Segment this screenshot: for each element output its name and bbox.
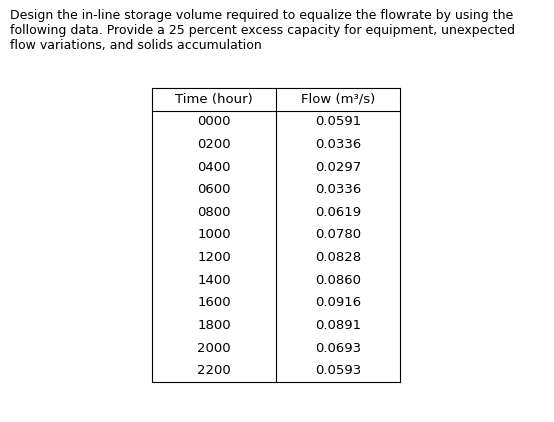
Text: 0.0591: 0.0591 <box>315 116 361 128</box>
Text: 0600: 0600 <box>197 183 231 196</box>
Text: Design the in-line storage volume required to equalize the flowrate by using the: Design the in-line storage volume requir… <box>10 9 515 52</box>
Text: 1000: 1000 <box>197 228 231 241</box>
Text: 0.0593: 0.0593 <box>315 364 361 377</box>
Text: 0.0828: 0.0828 <box>315 251 361 264</box>
Text: 0000: 0000 <box>197 116 231 128</box>
Text: 0.0693: 0.0693 <box>315 341 361 354</box>
Text: 0.0336: 0.0336 <box>315 183 361 196</box>
Text: 1400: 1400 <box>197 274 231 287</box>
Text: 0800: 0800 <box>197 206 231 219</box>
Text: 0.0916: 0.0916 <box>315 296 361 309</box>
Text: 0.0297: 0.0297 <box>315 161 361 174</box>
Text: Time (hour): Time (hour) <box>175 93 253 106</box>
Text: 2200: 2200 <box>197 364 231 377</box>
Text: 0200: 0200 <box>197 138 231 151</box>
Text: 1200: 1200 <box>197 251 231 264</box>
Text: 0400: 0400 <box>197 161 231 174</box>
Text: 1600: 1600 <box>197 296 231 309</box>
Text: Flow (m³/s): Flow (m³/s) <box>301 93 375 106</box>
Text: 0.0891: 0.0891 <box>315 319 361 332</box>
Text: 1800: 1800 <box>197 319 231 332</box>
Text: 0.0336: 0.0336 <box>315 138 361 151</box>
Text: 0.0860: 0.0860 <box>315 274 361 287</box>
Text: 2000: 2000 <box>197 341 231 354</box>
Text: 0.0780: 0.0780 <box>315 228 361 241</box>
Text: 0.0619: 0.0619 <box>315 206 361 219</box>
